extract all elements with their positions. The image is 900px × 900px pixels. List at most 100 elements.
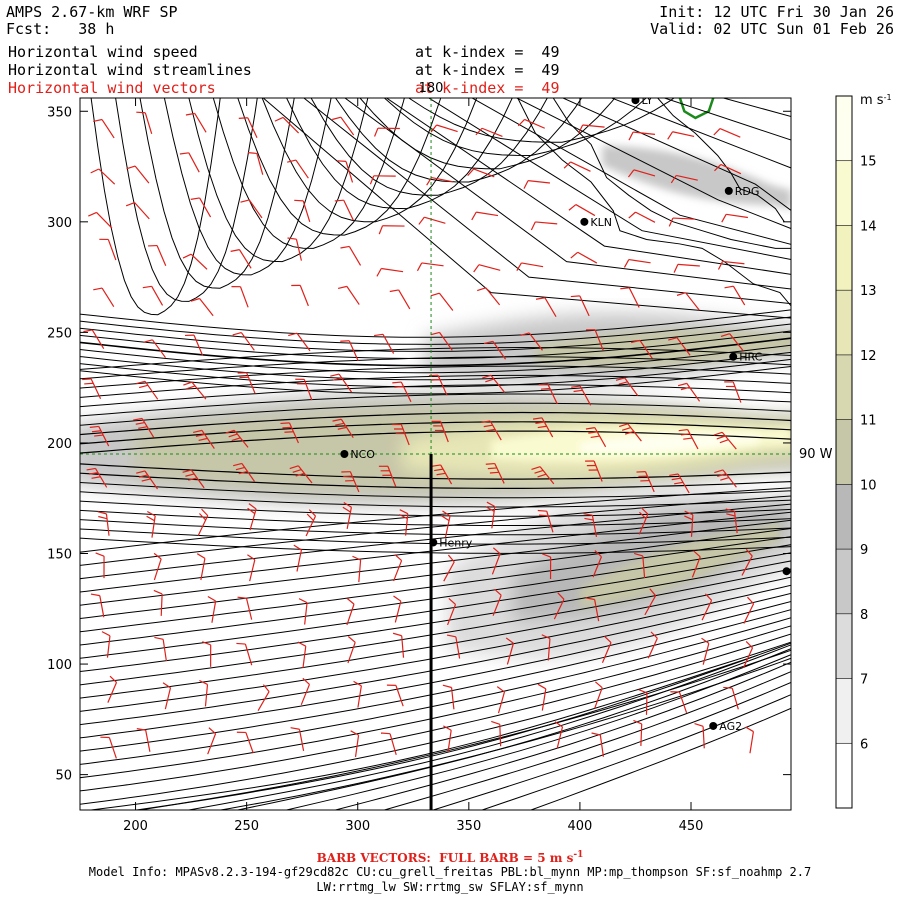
wind-barb bbox=[236, 642, 253, 666]
wind-barb bbox=[376, 267, 404, 277]
barb-flag bbox=[289, 465, 299, 470]
wind-barb bbox=[289, 465, 313, 484]
wind-barb bbox=[247, 152, 264, 175]
barb-flag bbox=[489, 471, 499, 474]
barb-flag bbox=[563, 161, 571, 169]
wind-barb bbox=[97, 511, 110, 536]
barb-flag bbox=[694, 723, 704, 727]
barb-flag bbox=[628, 211, 636, 219]
streamline bbox=[80, 500, 791, 517]
barb-shaft bbox=[400, 381, 412, 403]
barb-shaft bbox=[99, 595, 105, 618]
wind-barb bbox=[82, 378, 102, 399]
barb-shaft bbox=[570, 161, 591, 172]
barb-flag bbox=[394, 385, 404, 388]
wind-barb bbox=[107, 675, 118, 703]
barb-flag bbox=[228, 433, 238, 438]
wind-barb bbox=[125, 201, 150, 220]
streamline bbox=[80, 365, 791, 389]
barb-flag bbox=[183, 381, 193, 386]
wind-barb bbox=[483, 340, 507, 360]
barb-flag bbox=[428, 374, 438, 377]
barb-flag bbox=[232, 331, 242, 336]
barb-shaft bbox=[151, 515, 156, 538]
barb-shaft bbox=[193, 334, 204, 356]
barb-shaft bbox=[599, 734, 605, 757]
wind-barb bbox=[585, 597, 600, 622]
barb-flag bbox=[680, 433, 690, 436]
field-name-vectors: Horizontal wind vectors bbox=[8, 79, 216, 97]
barb-flag bbox=[442, 510, 451, 517]
barb-flag bbox=[295, 472, 305, 477]
wind-barb bbox=[153, 589, 163, 616]
barb-flag bbox=[745, 548, 753, 557]
barb-shaft bbox=[340, 418, 354, 439]
wind-barb bbox=[585, 427, 607, 448]
barb-shaft bbox=[304, 602, 308, 625]
barb-shaft bbox=[282, 117, 300, 134]
field-level-streamlines: at k-index = 49 bbox=[415, 61, 560, 79]
barb-flag bbox=[288, 332, 298, 337]
wind-barb bbox=[618, 423, 642, 442]
barb-shaft bbox=[677, 263, 700, 267]
barb-shaft bbox=[438, 292, 454, 311]
wind-barb bbox=[505, 637, 514, 665]
barb-shaft bbox=[676, 174, 698, 181]
barb-flag bbox=[539, 514, 549, 517]
barb-flag bbox=[535, 297, 545, 300]
barb-flag bbox=[231, 437, 241, 442]
streamline bbox=[80, 393, 791, 417]
barb-flag bbox=[693, 550, 701, 558]
barb-flag bbox=[332, 116, 342, 121]
wind-barb bbox=[238, 117, 258, 138]
barb-shaft bbox=[346, 507, 352, 529]
barb-shaft bbox=[387, 466, 397, 487]
barb-shaft bbox=[594, 329, 604, 351]
model-title: AMPS 2.67-km WRF SP bbox=[6, 3, 178, 21]
barb-flag bbox=[491, 720, 500, 725]
barb-flag bbox=[746, 596, 755, 605]
barb-flag bbox=[199, 679, 208, 686]
barb-flag bbox=[193, 429, 203, 434]
barb-shaft bbox=[594, 599, 600, 622]
barb-shaft bbox=[553, 599, 565, 620]
barb-shaft bbox=[381, 267, 404, 273]
streamline bbox=[408, 98, 675, 143]
streamline bbox=[80, 609, 791, 752]
barb-shaft bbox=[204, 684, 209, 707]
barb-flag bbox=[198, 437, 208, 442]
barb-flag bbox=[720, 477, 730, 481]
barb-flag bbox=[202, 641, 211, 646]
wind-barb bbox=[90, 593, 105, 618]
barb-flag bbox=[199, 513, 207, 521]
barb-flag bbox=[618, 381, 628, 385]
wind-barb bbox=[332, 116, 355, 136]
barb-flag bbox=[93, 287, 103, 291]
colorbar-bin bbox=[836, 290, 852, 355]
barb-flag bbox=[673, 264, 679, 273]
barb-flag bbox=[505, 637, 514, 644]
y-tick-label: 50 bbox=[55, 769, 72, 784]
barb-flag bbox=[330, 373, 340, 377]
wind-barb bbox=[334, 199, 354, 221]
barb-flag bbox=[535, 421, 545, 424]
wind-barb bbox=[337, 285, 360, 305]
barb-flag bbox=[640, 507, 649, 515]
barb-shaft bbox=[357, 685, 362, 708]
streamline bbox=[80, 592, 791, 726]
wind-barb bbox=[568, 204, 596, 217]
wind-barb bbox=[398, 509, 409, 536]
barb-shaft bbox=[190, 253, 208, 270]
wind-barb bbox=[720, 333, 744, 352]
wind-barb bbox=[471, 211, 499, 221]
barb-shaft bbox=[490, 374, 506, 393]
wind-barb bbox=[274, 116, 300, 134]
wind-barb bbox=[280, 422, 300, 444]
streamline bbox=[80, 617, 791, 765]
barb-shaft bbox=[726, 213, 748, 219]
barb-flag bbox=[91, 476, 101, 479]
colorbar-tick-label: 9 bbox=[860, 543, 868, 558]
barb-shaft bbox=[497, 691, 506, 714]
barb-flag bbox=[621, 427, 631, 431]
barb-flag bbox=[531, 466, 541, 470]
